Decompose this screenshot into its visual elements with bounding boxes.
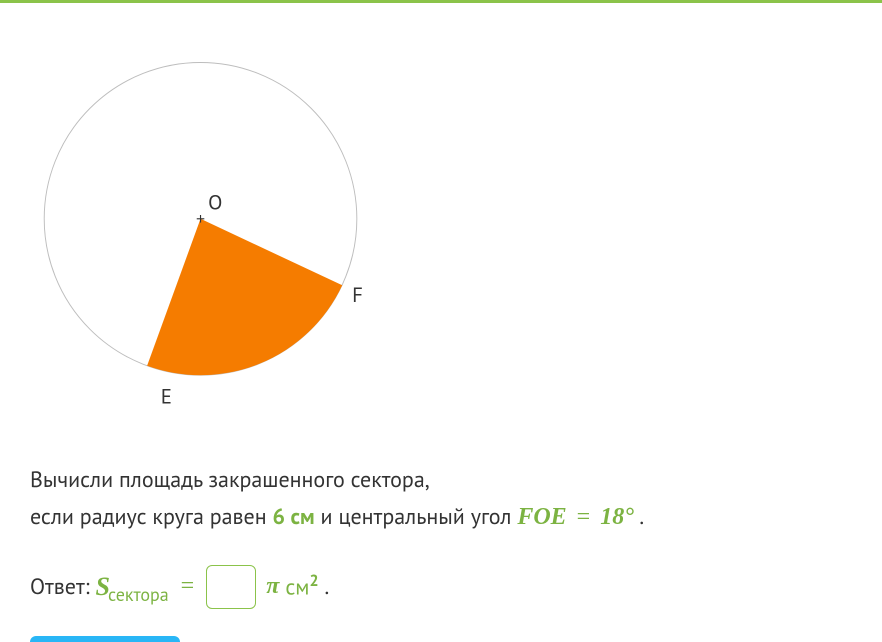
angle-eq: =	[571, 504, 597, 530]
answer-input[interactable]	[206, 565, 256, 609]
unit-power: 2	[309, 571, 318, 591]
angle-expression: FOE = 18°	[517, 504, 634, 530]
problem-line2-a: если радиус круга равен	[30, 503, 272, 531]
angle-letters: FOE	[517, 504, 566, 530]
radius-value: 6 см	[272, 503, 314, 531]
problem-line-2: если радиус круга равен 6 см и центральн…	[30, 498, 852, 536]
label-F: F	[352, 281, 363, 308]
answer-line: Ответ: Sсектора = π см2 .	[30, 565, 852, 609]
answer-eq: =	[181, 573, 195, 600]
pi-symbol: π	[266, 573, 279, 600]
label-E: E	[161, 383, 172, 410]
answer-unit: см2	[285, 571, 318, 601]
circle-sector-diagram: O F E	[30, 33, 390, 433]
bottom-button-edge[interactable]	[30, 636, 180, 642]
unit-text: см	[285, 574, 309, 602]
shaded-sector	[147, 219, 342, 375]
problem-period: .	[634, 503, 644, 531]
problem-line2-b: и центральный угол	[315, 503, 518, 531]
answer-subscript: сектора	[108, 583, 169, 606]
answer-period: .	[325, 573, 330, 601]
angle-value: 18°	[600, 504, 634, 530]
content-area: O F E Вычисли площадь закрашенного секто…	[0, 3, 882, 629]
problem-text: Вычисли площадь закрашенного сектора, ес…	[30, 463, 852, 537]
answer-label: Ответ:	[30, 573, 90, 601]
problem-line-1: Вычисли площадь закрашенного сектора,	[30, 463, 852, 498]
answer-symbol-wrap: Sсектора	[96, 572, 169, 602]
label-O: O	[208, 188, 222, 215]
